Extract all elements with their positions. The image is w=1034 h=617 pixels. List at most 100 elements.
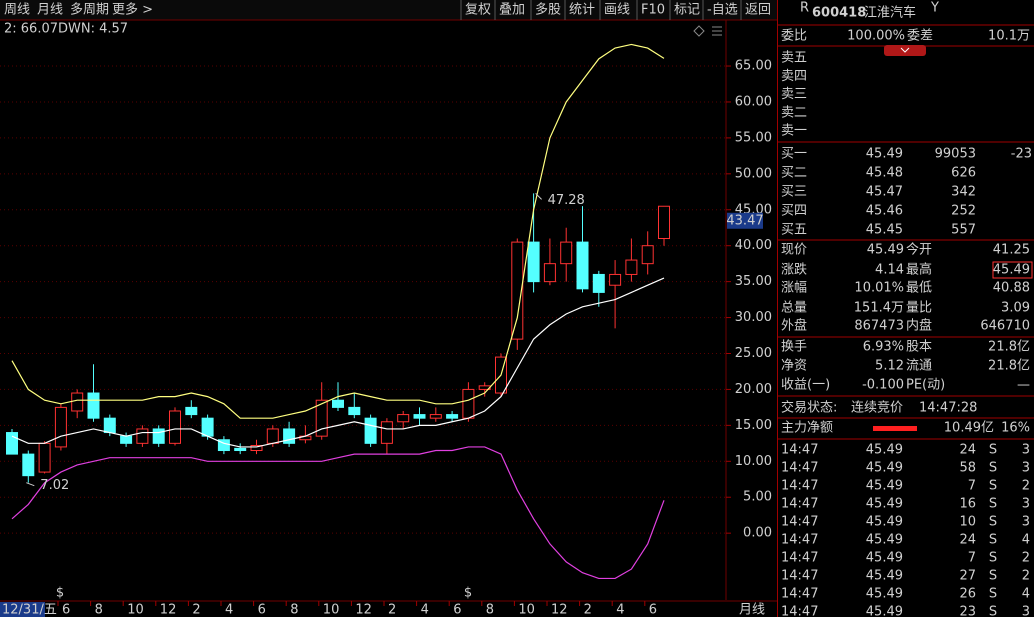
toolbar-button[interactable]: 统计 [569,3,595,18]
status-value: 连续竞价 [851,400,903,416]
candle-body [397,414,410,423]
buy-volume: 99053 [935,147,976,162]
stat-label: 总量 [781,301,807,316]
tick-time: 14:47 [781,533,818,548]
candle-body [641,245,654,265]
candle-body [364,417,377,444]
buy-change: -23 [1011,147,1032,162]
tick-time: 14:47 [781,569,818,584]
icon-menu[interactable] [712,26,722,36]
toolbar-button[interactable]: 返回 [745,3,771,18]
ratio-label: 委比 [781,29,807,44]
candle-body [658,205,670,240]
name-suffix: Y [930,1,939,16]
tick-price: 45.49 [866,569,903,584]
candle-body [429,414,442,419]
tick-price: 45.49 [866,605,903,617]
toolbar-button[interactable]: -自选 [707,3,738,18]
x-tick-label: 8 [486,603,494,617]
tick-count: 3 [1022,515,1030,530]
toolbar-button[interactable]: 多股 [535,2,561,18]
candle-body [511,241,524,340]
y-tick-label: 0.00 [743,526,772,541]
stat-value: 21.8亿 [988,359,1030,374]
signal-marker: $ [464,586,472,601]
stat-label: 最高 [906,262,932,278]
tick-time: 14:47 [781,605,818,617]
tick-count: 4 [1022,533,1030,548]
candle-body [6,432,18,455]
flow-pct: 16% [1001,421,1030,436]
candle-body [169,410,181,444]
icon-diamond[interactable] [693,25,705,37]
candle-body [185,406,198,416]
stat-label: 今开 [906,242,932,258]
stat-value: 867473 [854,319,904,334]
stat-value: 45.49 [993,263,1030,278]
y-tick-label: 60.00 [735,94,772,109]
y-tick-label: 20.00 [735,382,772,397]
x-tick-label: 12 [355,603,372,617]
stat-label: 现价 [781,243,807,258]
x-tick-label: 8 [290,603,298,617]
candle-body [380,421,393,444]
toolbar-tab[interactable]: 多周期 [70,2,109,18]
toolbar-tab[interactable]: 更多 > [112,2,153,18]
toolbar-tab[interactable]: 月线 [37,3,63,18]
band-line [11,277,665,448]
candle-body [527,241,540,283]
candle-body [560,241,573,265]
buy-volume: 342 [951,185,976,200]
cursor-price-box [727,212,763,229]
date-label: 12/31/五 [2,603,57,617]
date-box [0,602,45,617]
flow-bar [873,426,917,431]
x-tick-label: 2 [584,603,592,617]
y-tick-label: 65.00 [735,59,772,74]
candle-body [332,399,344,408]
toolbar-button[interactable]: 叠加 [499,3,525,18]
stat-value: 6.93% [863,340,904,355]
tick-count: 3 [1022,605,1030,617]
candle-body [54,406,67,448]
x-tick-label: 2 [192,603,200,617]
candle-body [152,428,165,444]
buy-label: 买四 [781,204,807,219]
candle-body [592,273,605,293]
sell-label: 卖二 [781,105,807,120]
tick-volume: 58 [959,461,976,476]
tick-side: S [989,551,997,566]
candle-body [136,428,149,444]
y-tick-label: 55.00 [735,130,772,145]
toolbar-button[interactable]: 标记 [674,3,700,18]
tick-count: 2 [1022,569,1030,584]
cursor-price: 43.47 [726,213,763,228]
toolbar-tab[interactable]: 周线 [4,3,30,18]
tick-side: S [989,443,997,458]
x-tick-label: 2 [388,603,396,617]
stat-value: 151.4万 [854,301,904,316]
toolbar-button[interactable]: 复权 [465,2,491,18]
stat-value: 4.14 [875,263,904,278]
stat-value: 41.25 [993,243,1030,258]
toolbar-button[interactable]: 画线 [604,3,630,18]
buy-price: 45.45 [866,223,903,238]
toolbar-button[interactable]: F10 [641,3,665,18]
tick-volume: 10 [959,515,976,530]
plot [6,43,670,580]
status-time: 14:47:28 [919,401,977,416]
tick-time: 14:47 [781,461,818,476]
tick-volume: 24 [959,533,976,548]
candle-body [22,453,35,477]
band-line [11,43,665,419]
candle-body [446,414,459,419]
tick-volume: 16 [959,497,976,512]
stat-label: 换手 [781,340,807,355]
stock-name: 江淮汽车 [864,5,916,21]
legend-down: DWN: 4.57 [58,22,128,37]
expand-button[interactable] [884,45,926,56]
candle-body [71,392,84,412]
tick-price: 45.49 [866,551,903,566]
tick-price: 45.49 [866,587,903,602]
x-tick-label: 4 [616,603,624,617]
